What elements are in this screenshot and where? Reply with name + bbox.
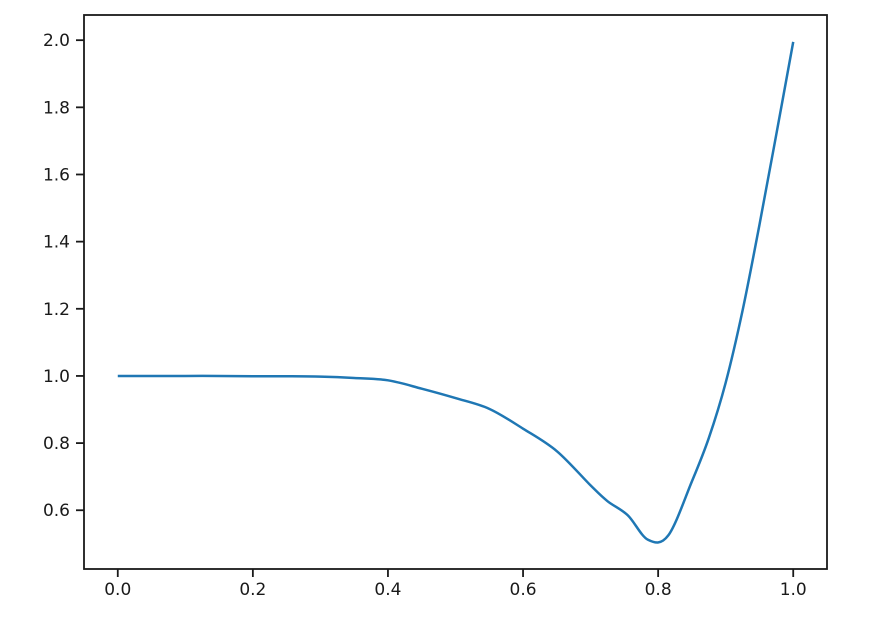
data-series-line	[117, 41, 795, 544]
y-tick-label: 1.6	[43, 165, 70, 185]
y-tick-label: 0.8	[43, 434, 70, 454]
y-tick-label: 1.0	[43, 367, 70, 387]
y-tick-label: 0.6	[43, 501, 70, 521]
x-tick-label: 0.8	[645, 580, 672, 600]
x-tick-label: 0.2	[239, 580, 266, 600]
y-tick-label: 2.0	[43, 31, 70, 51]
y-tick-label: 1.4	[43, 233, 70, 253]
plot-area	[84, 15, 827, 569]
x-tick-label: 0.0	[104, 580, 131, 600]
y-tick-label: 1.8	[43, 98, 70, 118]
x-tick-label: 0.4	[374, 580, 401, 600]
y-tick-label: 1.2	[43, 300, 70, 320]
x-tick-label: 1.0	[780, 580, 807, 600]
x-tick-label: 0.6	[510, 580, 537, 600]
axes-spines	[83, 14, 828, 570]
